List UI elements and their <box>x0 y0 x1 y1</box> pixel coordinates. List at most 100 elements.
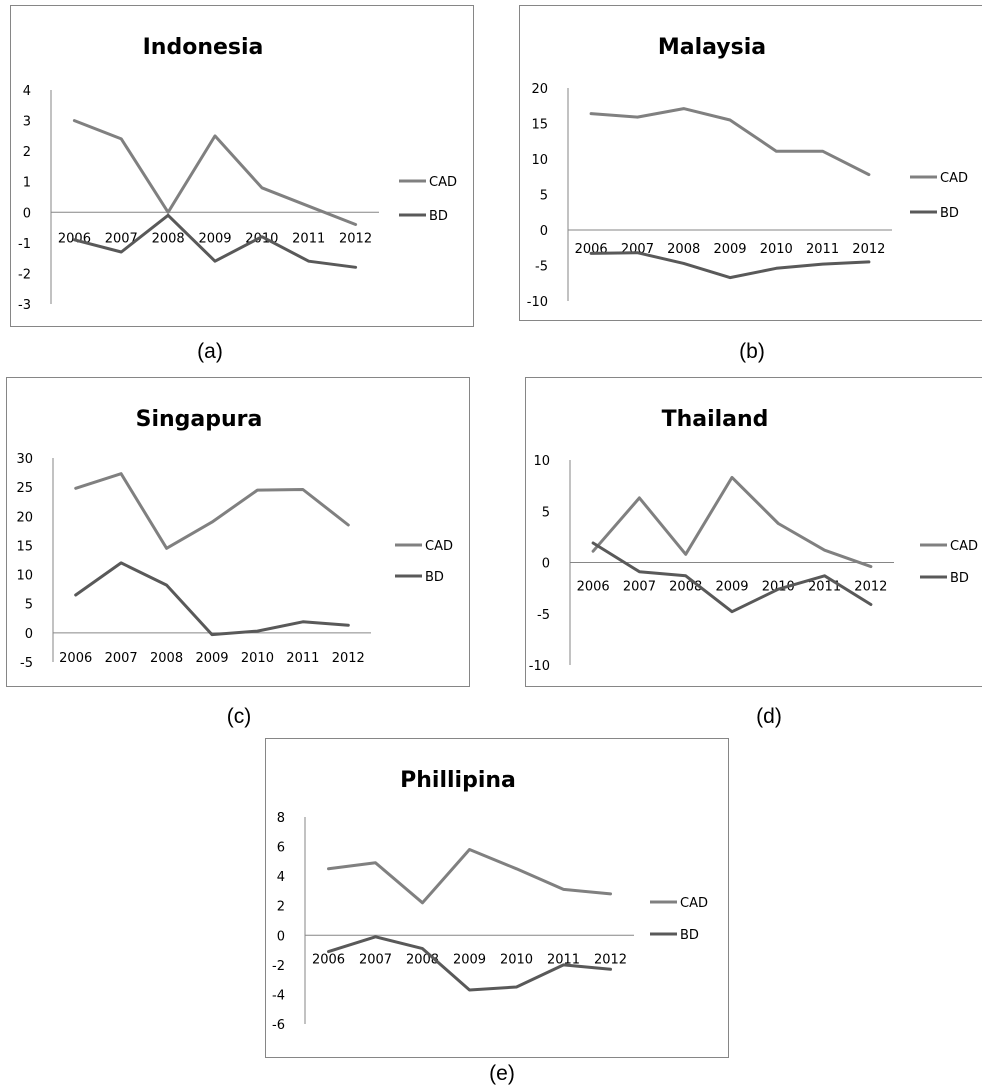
y-tick-label: 10 <box>531 153 548 168</box>
series-line-bd <box>589 251 871 280</box>
legend-label-cad: CAD <box>425 539 453 554</box>
y-tick-label: 8 <box>277 811 285 826</box>
x-tick-label: 2007 <box>359 952 392 967</box>
legend-label-cad: CAD <box>429 175 457 190</box>
series-line-bd <box>72 213 358 269</box>
chart-panel-phillipina: Phillipina -6 -4 -2 0 2 4 6 8 2006 2007 2008 2009 201… <box>265 738 729 1058</box>
y-tick-label: -2 <box>272 959 285 974</box>
x-tick-label: 2008 <box>669 580 702 595</box>
y-tick-label: -3 <box>18 298 31 313</box>
x-tick-label: 2012 <box>339 231 372 246</box>
x-tick-label: 2008 <box>150 651 183 666</box>
y-tick-label: 5 <box>542 505 550 520</box>
y-tick-label: 5 <box>540 189 548 204</box>
x-tick-label: 2011 <box>286 651 319 666</box>
chart-panel-singapura: Singapura -5 0 5 10 15 20 25 30 2006 2007 2008 2009 2… <box>6 377 470 687</box>
x-tick-label: 2007 <box>105 651 138 666</box>
series-line-bd <box>591 541 873 614</box>
x-tick-label: 2009 <box>453 952 486 967</box>
y-tick-label: -5 <box>20 656 33 671</box>
x-tick-label: 2006 <box>577 580 610 595</box>
legend-label-cad: CAD <box>950 539 978 554</box>
x-tick-label: 2011 <box>547 952 580 967</box>
x-tick-label: 2009 <box>715 580 748 595</box>
y-tick-label: 15 <box>531 118 548 133</box>
chart-caption-d: (d) <box>756 705 782 728</box>
x-tick-label: 2008 <box>667 242 700 257</box>
chart-panel-indonesia: Indonesia -3 -2 -1 0 1 2 3 4 2006 2007 2008 2009 2010… <box>10 5 474 327</box>
series-line-cad <box>589 107 871 177</box>
y-tick-label: 20 <box>531 82 548 97</box>
series-line-bd <box>74 561 350 637</box>
y-tick-label: 1 <box>23 176 31 191</box>
chart-title: Thailand <box>662 407 769 432</box>
y-tick-label: 4 <box>277 870 285 885</box>
x-tick-label: 2011 <box>292 231 325 246</box>
y-tick-label: 0 <box>277 929 285 944</box>
x-tick-label: 2006 <box>312 952 345 967</box>
chart-panel-malaysia: Malaysia -10 -5 0 5 10 15 20 2006 2007 2008 2009 201… <box>519 5 982 321</box>
legend-label-bd: BD <box>429 209 448 224</box>
legend-label-bd: BD <box>940 206 959 221</box>
x-tick-label: 2009 <box>198 231 231 246</box>
x-tick-label: 2007 <box>623 580 656 595</box>
x-tick-label: 2012 <box>852 242 885 257</box>
y-tick-label: -5 <box>535 260 548 275</box>
chart-title: Singapura <box>136 407 263 432</box>
y-tick-label: -1 <box>18 237 31 252</box>
y-tick-label: 30 <box>16 452 33 467</box>
series-line-cad <box>591 475 873 569</box>
y-tick-label: -10 <box>527 295 548 310</box>
y-tick-label: 5 <box>25 598 33 613</box>
x-tick-label: 2006 <box>59 651 92 666</box>
y-tick-label: 4 <box>23 84 31 99</box>
x-tick-label: 2009 <box>713 242 746 257</box>
y-tick-label: 0 <box>542 557 550 572</box>
y-tick-label: 3 <box>23 115 31 130</box>
x-tick-label: 2012 <box>332 651 365 666</box>
x-tick-label: 2010 <box>760 242 793 257</box>
chart-caption-e: (e) <box>489 1062 515 1085</box>
y-tick-label: 2 <box>23 145 31 160</box>
x-tick-label: 2011 <box>808 580 841 595</box>
y-tick-label: 25 <box>16 481 33 496</box>
chart-title: Malaysia <box>658 35 766 60</box>
x-tick-label: 2012 <box>594 952 627 967</box>
y-tick-label: 2 <box>277 900 285 915</box>
y-tick-label: 10 <box>533 454 550 469</box>
series-line-cad <box>72 119 358 226</box>
chart-caption-c: (c) <box>226 705 252 728</box>
legend-label-bd: BD <box>425 570 444 585</box>
y-tick-label: 20 <box>16 510 33 525</box>
chart-panel-thailand: Thailand -10 -5 0 5 10 2006 2007 2008 2009 2010 201… <box>525 377 982 687</box>
y-tick-label: 0 <box>25 627 33 642</box>
y-tick-label: -5 <box>537 608 550 623</box>
x-tick-label: 2012 <box>854 580 887 595</box>
x-tick-label: 2011 <box>806 242 839 257</box>
chart-title: Indonesia <box>143 35 264 60</box>
chart-svg-thailand: Thailand -10 -5 0 5 10 2006 2007 2008 2009 2010 201… <box>529 407 978 674</box>
y-tick-label: 0 <box>23 206 31 221</box>
x-tick-label: 2008 <box>152 231 185 246</box>
y-tick-label: 15 <box>16 539 33 554</box>
legend-label-bd: BD <box>950 571 969 586</box>
legend-label-cad: CAD <box>940 171 968 186</box>
y-tick-label: -6 <box>272 1018 285 1033</box>
chart-caption-b: (b) <box>739 340 765 363</box>
y-tick-label: 10 <box>16 569 33 584</box>
y-tick-label: 0 <box>540 224 548 239</box>
y-tick-label: -4 <box>272 988 285 1003</box>
x-tick-label: 2010 <box>241 651 274 666</box>
series-line-bd <box>327 935 612 992</box>
x-tick-label: 2010 <box>762 580 795 595</box>
y-tick-label: -2 <box>18 267 31 282</box>
chart-title: Phillipina <box>400 768 516 793</box>
legend-label-bd: BD <box>680 928 699 943</box>
chart-caption-a: (a) <box>197 340 223 363</box>
legend-label-cad: CAD <box>680 896 708 911</box>
y-tick-label: -10 <box>529 659 550 674</box>
chart-svg-singapura: Singapura -5 0 5 10 15 20 25 30 2006 2007 2008 2009 2… <box>16 407 453 671</box>
